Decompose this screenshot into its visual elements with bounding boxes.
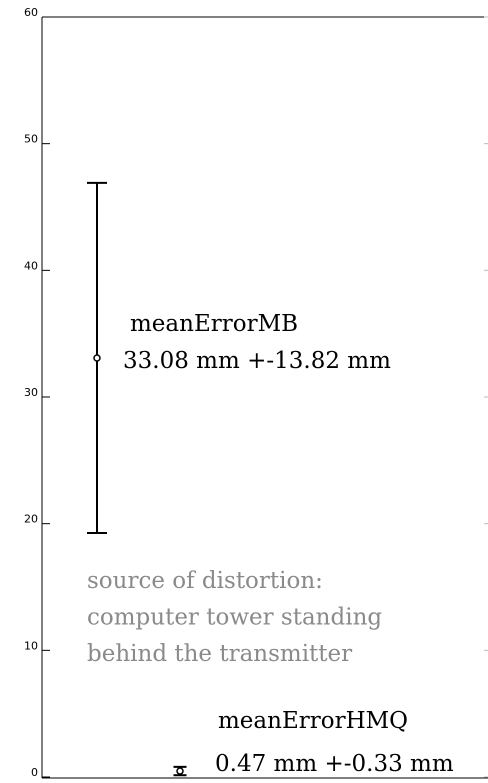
value-label: 0.47 mm +-0.33 mm <box>215 751 454 777</box>
y-tick-label: 50 <box>24 133 38 146</box>
series-name: meanErrorHMQ <box>218 708 408 734</box>
y-tick-label: 0 <box>31 766 38 779</box>
value-label: 33.08 mm +-13.82 mm <box>123 348 391 374</box>
y-tick-label: 60 <box>24 6 38 19</box>
annotation: source of distortion: <box>87 568 323 594</box>
y-tick-label: 40 <box>24 259 38 272</box>
annotation: computer tower standing <box>87 605 382 631</box>
mean-marker <box>176 767 184 775</box>
y-tick-label: 20 <box>24 513 38 526</box>
y-tick-label: 10 <box>24 639 38 652</box>
y-tick-label: 30 <box>24 386 38 399</box>
series-name: meanErrorMB <box>130 311 298 337</box>
annotation: behind the transmitter <box>87 641 352 667</box>
mean-marker <box>93 354 101 362</box>
